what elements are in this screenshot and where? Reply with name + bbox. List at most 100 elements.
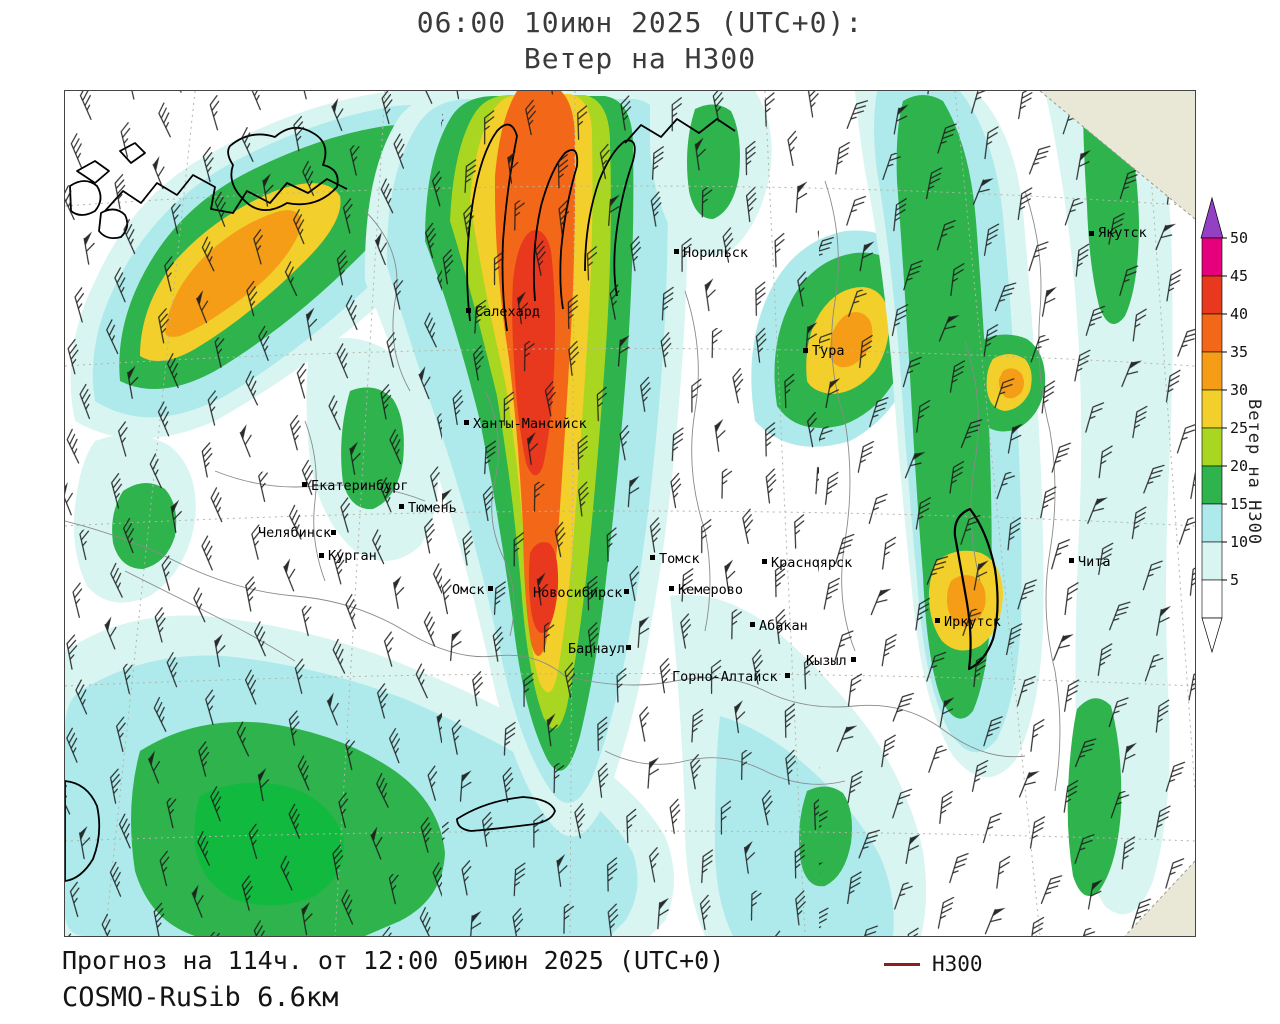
svg-text:Горно-Алтайск: Горно-Алтайск xyxy=(672,669,778,685)
svg-text:Норильск: Норильск xyxy=(683,245,748,261)
city-dot xyxy=(331,530,336,535)
colorbar-cell xyxy=(1201,579,1223,619)
city-tomsk: Томск xyxy=(650,551,700,567)
city-barnaul: Барнаул xyxy=(568,641,631,657)
city-irkutsk: Иркутск xyxy=(935,614,1001,630)
model-info: COSMO-RuSib 6.6км xyxy=(62,982,339,1013)
colorbar-cells xyxy=(1201,237,1223,619)
city-dot xyxy=(851,657,856,662)
city-dot xyxy=(935,618,940,623)
svg-text:Курган: Курган xyxy=(328,548,377,564)
city-dot xyxy=(624,589,629,594)
city-dot xyxy=(1089,231,1094,236)
city-dot xyxy=(650,555,655,560)
city-chelyabinsk: Челябинск xyxy=(258,525,336,541)
svg-text:Тюмень: Тюмень xyxy=(408,500,457,516)
city-dot xyxy=(464,420,469,425)
city-dot xyxy=(319,553,324,558)
svg-text:Якутск: Якутск xyxy=(1098,225,1147,241)
city-yakutsk: Якутск xyxy=(1089,225,1147,241)
city-dot xyxy=(1069,558,1074,563)
svg-text:Иркутск: Иркутск xyxy=(944,614,1001,630)
svg-text:15: 15 xyxy=(1230,495,1248,513)
legend-label: H300 xyxy=(932,952,983,976)
city-dot xyxy=(674,249,679,254)
city-omsk: Омск xyxy=(452,582,493,598)
colorbar-cell xyxy=(1201,351,1223,391)
svg-text:Тура: Тура xyxy=(812,343,845,359)
domain-edges xyxy=(1039,91,1195,936)
colorbar-cell xyxy=(1201,427,1223,467)
colorbar-svg: 50 45 40 35 30 25 20 15 10 5 xyxy=(1200,196,1248,654)
colorbar-cell xyxy=(1201,541,1223,581)
forecast-info: Прогноз на 114ч. от 12:00 05июн 2025 (UT… xyxy=(62,946,725,975)
city-dot xyxy=(762,559,767,564)
city-dot xyxy=(466,308,471,313)
city-kyzyl: Кызыл xyxy=(806,653,856,669)
city-dot xyxy=(488,586,493,591)
svg-text:Кемерово: Кемерово xyxy=(678,582,743,598)
svg-text:Абакан: Абакан xyxy=(759,618,808,634)
colorbar-ticks xyxy=(1222,237,1227,581)
svg-text:Томск: Томск xyxy=(659,551,700,567)
svg-text:40: 40 xyxy=(1230,305,1248,323)
legend-line-sample xyxy=(884,962,920,966)
city-novosibirsk: Новосибирск xyxy=(533,585,629,601)
city-kemerovo: Кемерово xyxy=(669,582,743,598)
city-tyumen: Тюмень xyxy=(399,500,457,516)
colorbar: 50 45 40 35 30 25 20 15 10 5 xyxy=(1198,196,1278,661)
svg-text:45: 45 xyxy=(1230,267,1248,285)
wind-barbs-west xyxy=(65,91,442,936)
wind-barbs xyxy=(65,91,1195,936)
svg-text:Кызыл: Кызыл xyxy=(806,653,847,669)
svg-text:Красноярск: Красноярск xyxy=(771,555,852,571)
colorbar-tick-labels: 50 45 40 35 30 25 20 15 10 5 xyxy=(1230,229,1248,589)
svg-text:Чита: Чита xyxy=(1078,554,1111,570)
city-salekhard: Салехард xyxy=(466,304,540,320)
city-yekaterinburg: Екатеринбург xyxy=(302,478,409,494)
wind-barbs-center xyxy=(442,91,819,936)
city-gorno-altaysk: Горно-Алтайск xyxy=(672,669,790,685)
weather-map: Якутск Норильск Салехард Ханты-Мансийск … xyxy=(65,91,1195,936)
page-title-variable: Ветер на H300 xyxy=(523,42,757,75)
svg-text:10: 10 xyxy=(1230,533,1248,551)
city-dot xyxy=(750,622,755,627)
colorbar-arrow-down-icon xyxy=(1201,617,1223,654)
city-dot xyxy=(803,348,808,353)
colorbar-cell xyxy=(1201,313,1223,353)
city-labels: Якутск Норильск Салехард Ханты-Мансийск … xyxy=(258,225,1147,685)
svg-text:5: 5 xyxy=(1230,571,1239,589)
city-chita: Чита xyxy=(1069,554,1111,570)
svg-text:Салехард: Салехард xyxy=(475,304,540,320)
svg-text:35: 35 xyxy=(1230,343,1248,361)
city-abakan: Абакан xyxy=(750,618,808,634)
colorbar-cell xyxy=(1201,389,1223,429)
colorbar-cell xyxy=(1201,237,1223,277)
city-dot xyxy=(785,673,790,678)
svg-text:30: 30 xyxy=(1230,381,1248,399)
city-dot xyxy=(626,645,631,650)
svg-text:Новосибирск: Новосибирск xyxy=(533,585,622,601)
wind-barbs-east xyxy=(819,91,1195,936)
svg-text:50: 50 xyxy=(1230,229,1248,247)
colorbar-arrow-up-icon xyxy=(1200,196,1224,239)
colorbar-cell xyxy=(1201,465,1223,505)
legend-h300: H300 xyxy=(884,952,983,976)
city-khanty-mansiysk: Ханты-Мансийск xyxy=(464,416,587,432)
city-dot xyxy=(669,586,674,591)
city-tura: Тура xyxy=(803,343,845,359)
city-kurgan: Курган xyxy=(319,548,377,564)
svg-text:Ханты-Мансийск: Ханты-Мансийск xyxy=(473,416,587,432)
city-dot xyxy=(302,482,307,487)
svg-text:Барнаул: Барнаул xyxy=(568,641,625,657)
svg-text:20: 20 xyxy=(1230,457,1248,475)
colorbar-cell xyxy=(1201,275,1223,315)
svg-text:25: 25 xyxy=(1230,419,1248,437)
city-norilsk: Норильск xyxy=(674,245,748,261)
svg-text:Омск: Омск xyxy=(452,582,485,598)
city-dot xyxy=(399,504,404,509)
svg-text:Екатеринбург: Екатеринбург xyxy=(311,478,409,494)
city-krasnoyarsk: Красноярск xyxy=(762,555,852,571)
svg-text:Челябинск: Челябинск xyxy=(258,525,331,541)
colorbar-title: Ветер на H300 xyxy=(1244,399,1264,546)
